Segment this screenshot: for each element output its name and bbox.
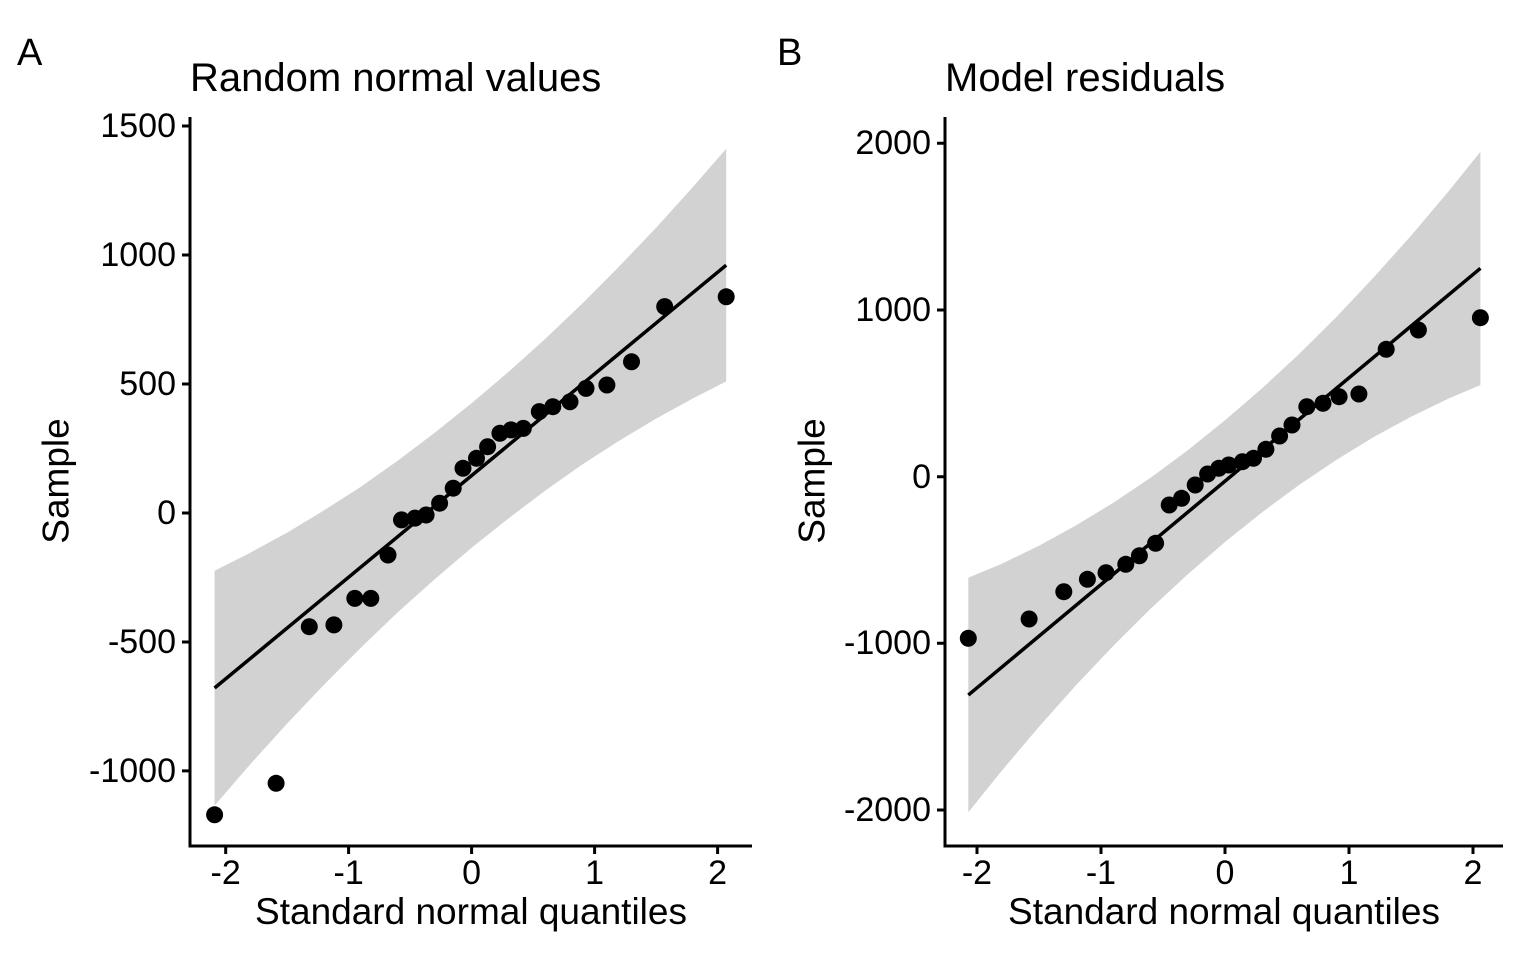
data-point — [1377, 340, 1395, 358]
data-point — [393, 511, 410, 529]
data-point — [1314, 394, 1332, 412]
data-point — [1147, 534, 1165, 552]
tick-marks-b — [937, 141, 1475, 854]
qq-line-b — [967, 266, 1482, 697]
data-point — [959, 629, 977, 647]
y-tick-label-b: 2000 — [855, 124, 931, 163]
y-tick-label-a: -1000 — [89, 751, 176, 790]
x-tick-label-a: 0 — [462, 854, 482, 892]
y-tick-label-a: 0 — [157, 493, 176, 532]
x-tick-label-b: -1 — [1085, 854, 1117, 892]
data-point — [717, 288, 735, 306]
x-tick-label-b: -2 — [961, 854, 993, 892]
data-point — [514, 419, 532, 437]
data-point — [1350, 385, 1368, 403]
data-point — [598, 376, 616, 394]
data-point — [431, 494, 449, 512]
data-point — [206, 806, 224, 824]
x-tick-label-b: 0 — [1215, 854, 1235, 892]
data-point — [417, 506, 435, 524]
data-point — [1330, 388, 1348, 406]
data-point — [325, 616, 343, 634]
data-point — [502, 421, 520, 439]
data-point — [1298, 398, 1316, 416]
data-point — [1186, 476, 1204, 494]
y-tick-label-a: 1500 — [100, 107, 176, 146]
data-point — [479, 438, 497, 456]
x-tick-label-a: 2 — [708, 854, 728, 892]
data-point — [1283, 416, 1301, 434]
data-point — [379, 546, 397, 564]
data-point — [561, 393, 579, 411]
data-point — [1245, 449, 1262, 467]
panel-a-tag: A — [17, 32, 43, 74]
data-point — [1271, 427, 1289, 445]
data-point — [1130, 547, 1148, 565]
data-point — [1257, 440, 1275, 458]
data-point — [1220, 456, 1238, 474]
data-point — [1471, 309, 1489, 327]
data-point — [444, 479, 462, 497]
panel-b-x-axis-title: Standard normal quantiles — [1008, 891, 1440, 932]
x-tick-label-a: -2 — [210, 854, 241, 892]
data-point — [1055, 583, 1073, 601]
data-point — [1409, 321, 1427, 339]
data-point — [577, 379, 595, 397]
axes-a — [188, 117, 752, 848]
data-point — [544, 398, 562, 416]
y-tick-label-b: 1000 — [855, 291, 931, 329]
y-tick-label-b: -2000 — [844, 791, 931, 829]
data-point — [468, 449, 485, 467]
axes-b — [943, 117, 1503, 848]
data-point — [300, 618, 318, 636]
panel-a-x-axis-title: Standard normal quantiles — [255, 891, 687, 932]
data-points-a — [206, 288, 735, 824]
y-tick-label-a: 500 — [119, 364, 176, 403]
data-point — [1078, 570, 1096, 588]
data-points-b — [959, 309, 1489, 647]
qq-line-a — [213, 263, 728, 690]
x-tick-label-a: 1 — [585, 854, 605, 892]
panel-b-tag: B — [777, 32, 803, 74]
data-point — [530, 403, 548, 421]
data-point — [1160, 496, 1178, 514]
data-point — [267, 774, 285, 792]
data-point — [362, 589, 380, 607]
x-tick-label-b: 1 — [1339, 854, 1359, 892]
data-point — [346, 589, 364, 607]
data-point — [1173, 489, 1191, 507]
data-point — [1097, 564, 1115, 582]
data-point — [454, 459, 472, 477]
data-point — [1020, 610, 1038, 628]
data-point — [1117, 555, 1135, 573]
y-tick-label-a: 1000 — [100, 236, 176, 274]
x-tick-label-a: -1 — [333, 854, 364, 892]
tick-marks-a — [182, 124, 720, 854]
data-point — [656, 298, 674, 316]
panel-b-title: Model residuals — [945, 56, 1226, 100]
y-tick-label-a: -500 — [107, 622, 176, 661]
y-tick-label-b: 0 — [912, 457, 931, 496]
x-tick-label-b: 2 — [1463, 854, 1483, 892]
y-tick-label-b: -1000 — [844, 624, 931, 663]
panel-a-title: Random normal values — [190, 56, 602, 100]
data-point — [623, 353, 640, 371]
